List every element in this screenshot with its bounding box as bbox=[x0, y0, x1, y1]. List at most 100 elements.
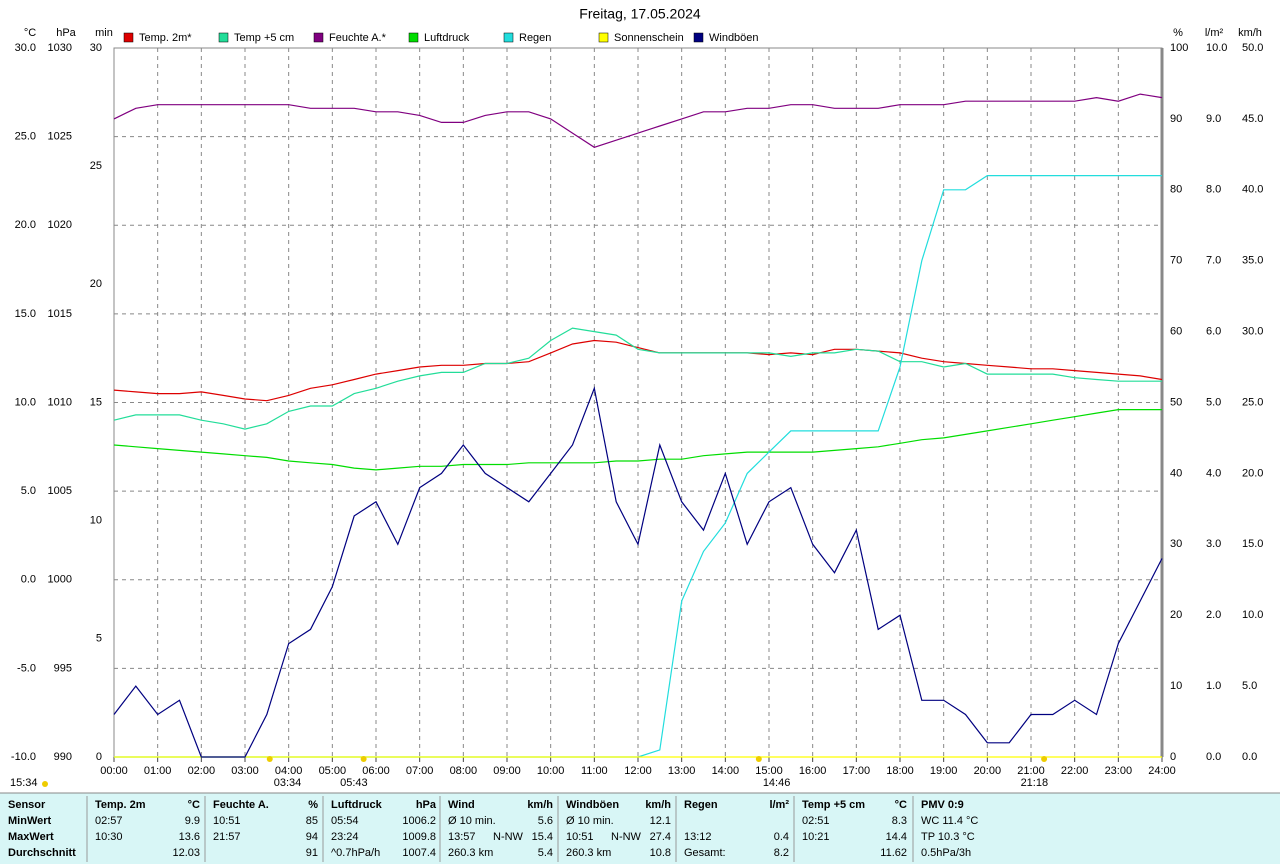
stats-cell: 12.1 bbox=[650, 815, 671, 827]
stats-cell: 21:57 bbox=[213, 831, 241, 843]
y-tick-label: 30 bbox=[90, 42, 102, 54]
stats-cell: 260.3 km bbox=[448, 847, 493, 859]
y-tick-label: 1000 bbox=[48, 574, 72, 586]
stats-cell: ^0.7hPa/h bbox=[331, 847, 380, 859]
stats-unit: °C bbox=[188, 799, 200, 811]
stats-background bbox=[0, 793, 1280, 864]
y-tick-label: 20.0 bbox=[1242, 467, 1263, 479]
x-tick-label: 19:00 bbox=[930, 765, 958, 777]
y-tick-label: 100 bbox=[1170, 42, 1188, 54]
legend-swatch bbox=[218, 32, 229, 43]
stats-cell: 1009.8 bbox=[402, 831, 436, 843]
y-tick-label: 1005 bbox=[48, 485, 72, 497]
y-tick-label: -10.0 bbox=[11, 751, 36, 763]
y-tick-label: 15.0 bbox=[1242, 538, 1263, 550]
y-tick-label: 40 bbox=[1170, 467, 1182, 479]
x-tick-label: 13:00 bbox=[668, 765, 696, 777]
stats-cell: 10:30 bbox=[95, 831, 123, 843]
stats-cell: 15.4 bbox=[532, 831, 553, 843]
y-tick-label: 30 bbox=[1170, 538, 1182, 550]
y-tick-label: 35.0 bbox=[1242, 255, 1263, 267]
legend-swatch bbox=[123, 32, 134, 43]
y-tick-label: 8.0 bbox=[1206, 184, 1221, 196]
x-tick-label: 05:00 bbox=[319, 765, 347, 777]
stats-cell: WC 11.4 °C bbox=[921, 815, 978, 827]
chart-title: Freitag, 17.05.2024 bbox=[579, 6, 701, 22]
stats-cell: N-NW bbox=[611, 831, 642, 843]
y-tick-label: 995 bbox=[54, 662, 72, 674]
stats-unit: km/h bbox=[645, 799, 671, 811]
y-tick-label: -5.0 bbox=[17, 662, 36, 674]
legend-swatch bbox=[408, 32, 419, 43]
y-tick-label: 1020 bbox=[48, 219, 72, 231]
y-tick-label: 5 bbox=[96, 633, 102, 645]
stats-header: Feuchte A. bbox=[213, 799, 269, 811]
legend-label: Luftdruck bbox=[424, 32, 470, 44]
y-tick-label: 0 bbox=[1170, 751, 1176, 763]
y-tick-label: 60 bbox=[1170, 326, 1182, 338]
x-tick-label: 10:00 bbox=[537, 765, 565, 777]
legend-label: Temp. 2m* bbox=[139, 32, 192, 44]
legend-swatch bbox=[598, 32, 609, 43]
legend-swatch bbox=[313, 32, 324, 43]
x-tick-label: 21:00 bbox=[1017, 765, 1045, 777]
series-line bbox=[113, 409, 1162, 471]
y-tick-label: 10 bbox=[1170, 680, 1182, 692]
y-tick-label: 5.0 bbox=[1242, 680, 1257, 692]
y-tick-label: 30.0 bbox=[15, 42, 36, 54]
y-tick-label: 1025 bbox=[48, 131, 72, 143]
sun-marker bbox=[1041, 756, 1048, 762]
y-tick-label: 1010 bbox=[48, 396, 72, 408]
y-tick-label: 6.0 bbox=[1206, 326, 1221, 338]
x-tick-label: 11:00 bbox=[581, 765, 608, 777]
axis-unit: °C bbox=[24, 27, 36, 39]
y-tick-label: 20 bbox=[90, 278, 102, 290]
stats-unit: % bbox=[308, 799, 318, 811]
y-tick-label: 0.0 bbox=[1206, 751, 1221, 763]
stats-cell: 27.4 bbox=[650, 831, 671, 843]
y-tick-label: 20.0 bbox=[15, 219, 36, 231]
stats-cell: 94 bbox=[306, 831, 318, 843]
x-tick-label: 07:00 bbox=[406, 765, 434, 777]
annotation-label: 14:46 bbox=[763, 777, 791, 789]
stats-cell: 10:21 bbox=[802, 831, 830, 843]
stats-cell: 12.03 bbox=[172, 847, 200, 859]
stats-header: Regen bbox=[684, 799, 718, 811]
stats-header: Luftdruck bbox=[331, 799, 383, 811]
y-tick-label: 5.0 bbox=[1206, 396, 1221, 408]
stats-header: Sensor bbox=[8, 799, 46, 811]
x-tick-label: 03:00 bbox=[231, 765, 259, 777]
legend-label: Sonnenschein bbox=[614, 32, 684, 44]
y-tick-label: 25.0 bbox=[1242, 396, 1263, 408]
stats-cell: 23:24 bbox=[331, 831, 359, 843]
x-tick-label: 16:00 bbox=[799, 765, 827, 777]
x-tick-label: 12:00 bbox=[624, 765, 652, 777]
stats-cell: 8.2 bbox=[774, 847, 789, 859]
stats-cell: 8.3 bbox=[892, 815, 907, 827]
stats-cell: Durchschnitt bbox=[8, 847, 76, 859]
x-tick-label: 14:00 bbox=[712, 765, 740, 777]
axis-unit: l/m² bbox=[1205, 27, 1224, 39]
stats-cell: MinWert bbox=[8, 815, 52, 827]
x-tick-label: 04:00 bbox=[275, 765, 303, 777]
stats-cell: 13.6 bbox=[179, 831, 200, 843]
y-tick-label: 2.0 bbox=[1206, 609, 1221, 621]
stats-cell: 11.62 bbox=[880, 847, 907, 859]
stats-cell: 10.8 bbox=[650, 847, 671, 859]
stats-cell: MaxWert bbox=[8, 831, 54, 843]
stats-header: Temp +5 cm bbox=[802, 799, 865, 811]
y-tick-label: 9.0 bbox=[1206, 113, 1221, 125]
stats-cell: Ø 10 min. bbox=[566, 815, 614, 827]
annotation-label: 05:43 bbox=[340, 777, 368, 789]
axis-unit: % bbox=[1173, 27, 1183, 39]
y-tick-label: 45.0 bbox=[1242, 113, 1263, 125]
stats-header: Temp. 2m bbox=[95, 799, 146, 811]
series-line bbox=[113, 93, 1163, 148]
stats-cell: 1007.4 bbox=[402, 847, 436, 859]
y-tick-label: 40.0 bbox=[1242, 184, 1263, 196]
x-tick-label: 20:00 bbox=[974, 765, 1002, 777]
stats-cell: 05:54 bbox=[331, 815, 359, 827]
stats-unit: °C bbox=[895, 799, 907, 811]
y-tick-label: 25.0 bbox=[15, 131, 36, 143]
